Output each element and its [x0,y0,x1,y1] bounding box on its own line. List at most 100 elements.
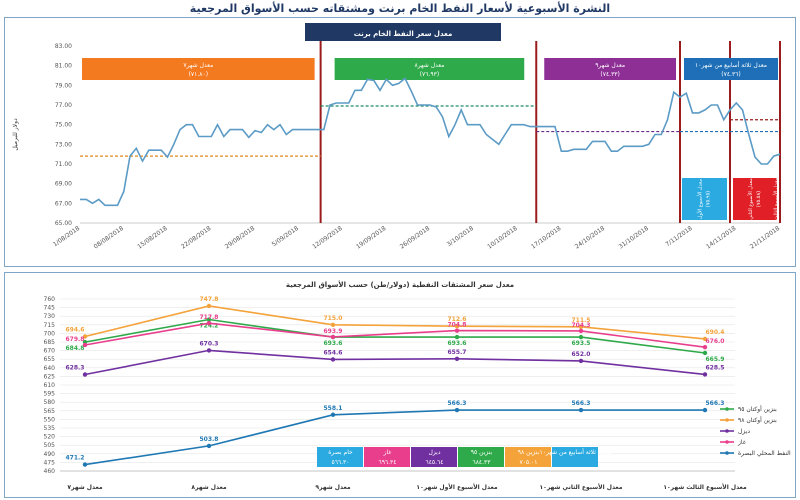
series-point [702,372,708,377]
period-box-title: معدل شهر٩ [595,62,625,69]
data-label: 566.3 [572,400,591,407]
y-tick-label: 670 [44,348,56,355]
period-box-value: (٧١.٨٠) [189,71,209,78]
x-tick-label: 08/08/2018 [93,225,125,251]
x-tick-label: 1/08/2018 [52,225,81,248]
series-point [702,407,708,413]
summary-header-text: ديزل [428,449,440,456]
week-box-title: معدل الأسبوع الأول [697,179,704,220]
period-box-value: (٧٦.٩٣) [420,71,440,78]
data-label: 503.8 [200,436,219,443]
period-box-bg [684,58,778,80]
y-axis-label: دولار للبرميل [12,118,19,151]
y-tick-label: 505 [44,442,56,449]
category-label: معدل شهر٧ [67,484,102,491]
x-tick-label: 31/10/2018 [618,225,650,251]
data-label: 665.9 [706,356,725,363]
y-tick-label: 745 [44,305,56,312]
series-point [206,348,212,353]
week-box-bg [682,178,727,220]
summary-value-text: ٥٦٦.٣٠ [331,459,349,466]
week-box-bg [733,178,777,220]
legend-label: ديزل [738,428,750,435]
x-tick-label: 10/10/2018 [486,225,518,251]
series-point [206,320,212,326]
summary-value-cell [505,457,551,467]
y-tick-label: 685 [44,339,56,346]
series-point [454,328,460,333]
summary-value-text: ٧٠٥.٠١ [519,459,537,466]
x-tick-label: 22/08/2018 [180,225,212,251]
y-tick-label: 83.00 [55,43,72,50]
y-tick-label: 730 [44,313,56,320]
y-tick-label: 715 [44,322,56,329]
period-box-title: معدل ثلاثة أسابيع من شهر١٠ [695,61,767,69]
series-line [84,318,706,354]
summary-header-text: بنزين ٩٥ [471,449,493,456]
y-tick-label: 700 [44,330,56,337]
period-box-bg [334,58,525,80]
y-tick-label: 655 [44,356,56,363]
data-label: 690.4 [706,329,725,336]
series-point [82,334,88,339]
derivatives-chart: معدل سعر المشتقات النفطية (دولار/طن) حسب… [44,280,791,491]
data-label: 693.5 [572,340,591,347]
y-tick-label: 595 [44,391,56,398]
y-tick-label: 69.00 [55,181,72,188]
series-point [330,334,336,340]
legend-label: بنزين أوكتان ٩٨ [738,416,777,424]
y-tick-label: 67.00 [55,200,72,207]
y-tick-label: 640 [44,365,56,372]
data-label: 704.3 [572,322,591,329]
legend-label: غاز [737,439,746,446]
x-tick-label: 21/11/2018 [749,225,781,251]
series-line [84,322,706,348]
summary-header-cell [317,447,363,457]
data-label: 654.6 [324,349,343,356]
data-label: 724.2 [200,323,219,330]
period-box-title: معدل شهر٨ [415,62,445,69]
period-box-bg [82,58,315,80]
x-tick-label: 17/10/2018 [530,225,562,251]
y-tick-label: 520 [44,434,56,441]
data-label: 747.8 [200,296,219,303]
period-box-bg [544,58,676,80]
series-point [206,303,212,309]
data-label: 717.8 [200,314,219,321]
series-point [330,322,336,327]
week-box-title: معدل الأسبوع الثاني [747,178,754,220]
legend-marker [725,407,729,411]
data-label: 628.5 [706,364,725,371]
summary-header-text: غاز [383,449,392,456]
series-point [206,443,212,449]
series-line [84,305,706,340]
category-label: معدل شهر٨ [191,484,226,491]
summary-header-text: معدل ثلاثة أسابيع من شهر١٠ [540,448,612,456]
series-line [84,349,706,376]
legend-label: بنزين أوكتان ٩٥ [738,405,777,413]
series-point [578,407,584,413]
y-tick-label: 490 [44,451,56,458]
summary-value-text: ٦٤٥.٦٤ [425,459,443,466]
period-box-value: (٧٤.٣٣) [600,71,620,78]
period-box: معدل شهر٨ (٧٦.٩٣) [334,58,525,80]
brent-chart: معدل سعر النفط الخام برنت 65.00 67.00 69.00… [12,23,788,251]
y-tick-label: 79.00 [55,82,72,89]
week-box: معدل الأسبوع الثالث (٧١.٥٥) [773,177,788,220]
series-point [330,357,336,362]
summary-value-cell [317,457,363,467]
derivatives-chart-panel: معدل سعر المشتقات النفطية (دولار/طن) حسب… [4,272,796,498]
summary-value-cell [458,457,504,467]
y-tick-label: 475 [44,459,56,466]
legend-marker [725,418,729,422]
series-point [454,356,460,361]
brent-price-line [80,77,781,207]
summary-header-text: بنزين ٩٨ [518,449,540,456]
y-tick-label: 550 [44,416,56,423]
x-tick-label: 14/11/2018 [705,225,737,251]
data-label: 694.6 [66,326,85,333]
y-tick-label: 77.00 [55,102,72,109]
legend-label: النفط المحلي البصرة [738,450,791,457]
category-label: معدل الأسبوع الثالث شهر١٠ [663,483,747,491]
derivatives-chart-title: معدل سعر المشتقات النفطية (دولار/طن) حسب… [286,280,514,289]
